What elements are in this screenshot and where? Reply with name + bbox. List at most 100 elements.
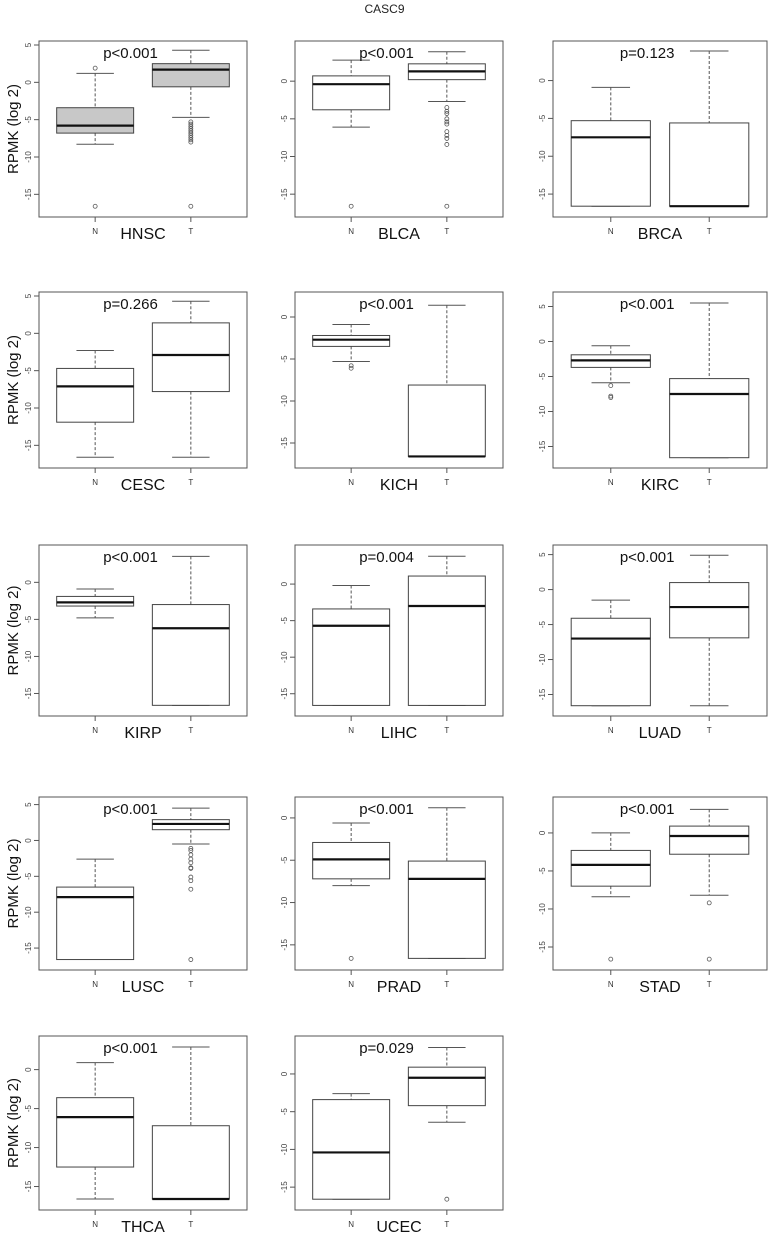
- y-tick-label: 0: [538, 830, 547, 835]
- iqr-box: [407, 1066, 486, 1107]
- y-tick-label: -10: [280, 651, 289, 663]
- outlier-point: [188, 886, 194, 892]
- outlier-point: [444, 1196, 450, 1202]
- iqr-box: [56, 107, 135, 134]
- group-label: T: [707, 726, 712, 735]
- group-label: T: [444, 478, 449, 487]
- outlier-point: [444, 116, 450, 122]
- box-t: [407, 555, 486, 706]
- iqr-box: [407, 384, 486, 457]
- y-tick-label: -5: [24, 615, 33, 623]
- y-tick-label: 0: [280, 314, 289, 319]
- outlier-point: [348, 955, 354, 961]
- p-value-label: p<0.001: [620, 801, 675, 818]
- box-t: [407, 1047, 486, 1202]
- outlier-point: [188, 137, 194, 143]
- y-tick-label: -10: [538, 653, 547, 665]
- plot-frame: [294, 40, 504, 218]
- p-value-label: p<0.001: [103, 45, 158, 62]
- iqr-box: [570, 120, 651, 207]
- y-tick-label: -15: [24, 942, 33, 954]
- p-value-label: p<0.001: [103, 549, 158, 566]
- cancer-label: KIRP: [124, 725, 161, 742]
- box-n: [312, 324, 391, 371]
- y-tick-label: -5: [538, 372, 547, 380]
- group-label: T: [188, 726, 193, 735]
- cancer-label: HNSC: [120, 226, 165, 243]
- outlier-point: [608, 395, 614, 400]
- box-n: [312, 822, 391, 961]
- y-tick-label: -5: [24, 367, 33, 375]
- outlier-point: [706, 956, 712, 962]
- plot-frame: [552, 291, 768, 469]
- box-n: [312, 1093, 391, 1200]
- y-tick-label: 0: [538, 339, 547, 344]
- y-tick-label: -10: [538, 150, 547, 162]
- box-t: [669, 808, 750, 962]
- y-tick-label: -10: [538, 405, 547, 417]
- plot-frame: [38, 1035, 248, 1211]
- panel-kich: 0 -5 -10 -15 N T KICH p<0.001: [280, 291, 504, 494]
- iqr-box: [669, 582, 750, 639]
- iqr-box: [407, 575, 486, 706]
- p-value-label: p<0.001: [620, 549, 675, 566]
- panel-ucec: 0 -5 -10 -15 N T UCEC p=0.029: [280, 1035, 504, 1236]
- box-t: [151, 555, 230, 706]
- group-label: T: [188, 1220, 193, 1229]
- y-tick-label: -5: [280, 355, 289, 363]
- box-n: [56, 1062, 135, 1200]
- y-tick-label: 0: [280, 78, 289, 83]
- plot-frame: [552, 796, 768, 971]
- outlier-point: [706, 900, 712, 906]
- cancer-label: CESC: [121, 477, 165, 494]
- iqr-box: [669, 378, 750, 459]
- group-label: T: [707, 980, 712, 989]
- outlier-point: [444, 108, 450, 114]
- y-tick-label: -5: [538, 620, 547, 628]
- p-value-label: p<0.001: [103, 801, 158, 818]
- group-label: N: [348, 726, 354, 735]
- group-label: N: [608, 980, 614, 989]
- y-tick-label: 0: [280, 581, 289, 586]
- cancer-label: KIRC: [641, 477, 679, 494]
- group-label: N: [608, 726, 614, 735]
- y-axis-label: RPMK (log 2): [5, 335, 22, 425]
- y-tick-label: -5: [280, 617, 289, 625]
- y-tick-label: -10: [24, 906, 33, 918]
- y-tick-label: -15: [24, 439, 33, 451]
- outlier-point: [92, 65, 98, 71]
- panel-luad: 5 0 -5 -10 -15 N T LUAD p<0.001: [538, 544, 768, 742]
- cancer-label: KICH: [380, 477, 418, 494]
- group-label: N: [608, 227, 614, 236]
- outlier-point: [608, 383, 614, 389]
- y-tick-label: -15: [538, 941, 547, 953]
- outlier-point: [444, 133, 450, 138]
- p-value-label: p<0.001: [359, 45, 414, 62]
- y-tick-label: -5: [24, 116, 33, 124]
- y-tick-label: 5: [538, 304, 547, 309]
- box-n: [56, 858, 135, 961]
- outlier-point: [188, 203, 194, 209]
- plot-frame: [38, 796, 248, 971]
- panel-cesc: 5 0 -5 -10 -15 RPMK (log 2) N T CESC p=0.266: [5, 291, 248, 494]
- y-tick-label: 0: [24, 580, 33, 585]
- group-label: N: [348, 227, 354, 236]
- box-n: [312, 585, 391, 706]
- panel-blca: 0 -5 -10 -15 N T BLCA p<0.001: [280, 40, 504, 243]
- panel-lihc: 0 -5 -10 -15 N T LIHC p=0.004: [280, 544, 504, 742]
- plot-frame: [38, 544, 248, 717]
- outlier-point: [188, 856, 194, 862]
- outlier-point: [188, 132, 194, 138]
- iqr-box: [56, 886, 135, 961]
- outlier-point: [444, 121, 450, 127]
- y-tick-label: 0: [280, 1071, 289, 1076]
- iqr-box: [312, 841, 391, 880]
- y-tick-label: 5: [24, 293, 33, 298]
- y-axis-label: RPMK (log 2): [5, 84, 22, 174]
- box-n: [56, 65, 135, 209]
- outlier-point: [188, 121, 194, 127]
- outlier-point: [188, 845, 194, 851]
- cancer-label: UCEC: [376, 1219, 421, 1236]
- box-t: [669, 302, 750, 459]
- outlier-point: [348, 363, 354, 369]
